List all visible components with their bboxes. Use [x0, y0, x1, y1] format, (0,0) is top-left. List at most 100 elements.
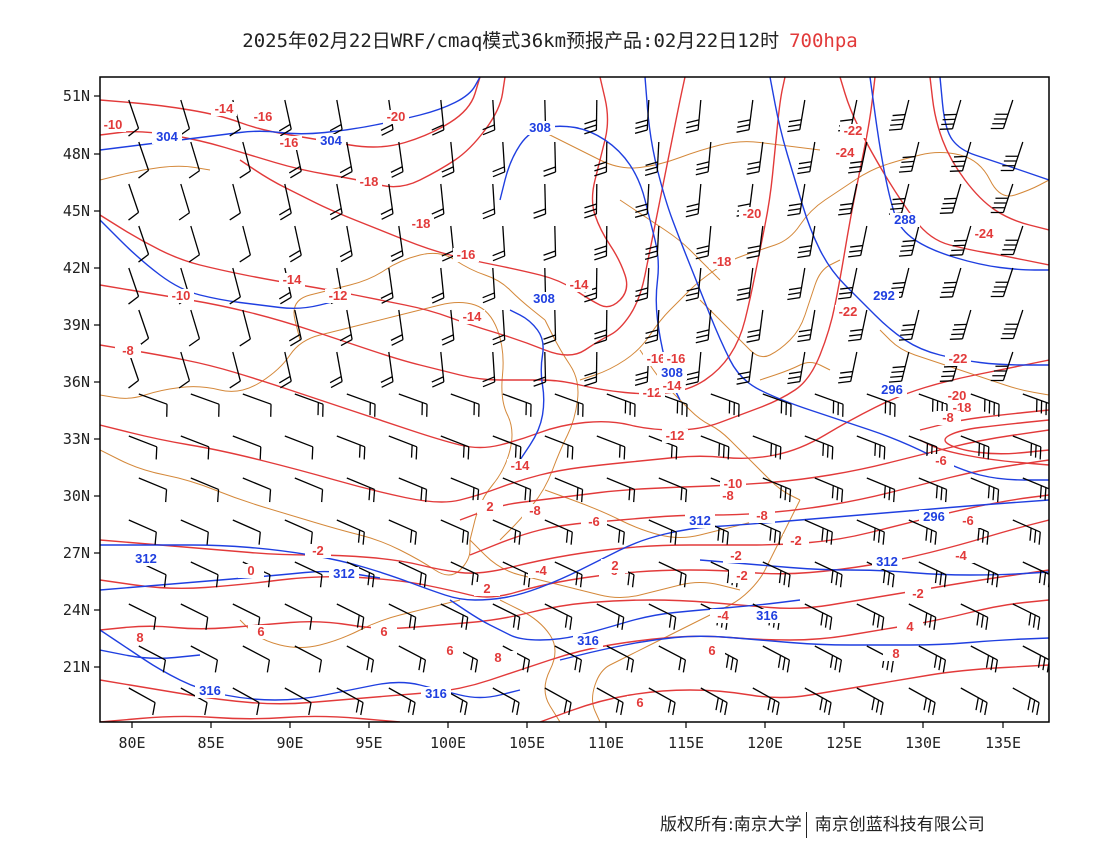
isoheight-line	[699, 559, 1049, 576]
wind-barb	[1022, 645, 1049, 673]
wind-barb	[594, 141, 608, 177]
isotherm-label: -8	[722, 488, 734, 503]
y-tick-label: 45N	[63, 202, 90, 220]
isoheight-line	[100, 629, 521, 701]
isotherm-label-bg	[238, 564, 264, 578]
wind-barb	[960, 687, 988, 716]
wind-barb	[866, 393, 896, 417]
wind-barb	[762, 561, 791, 588]
isotherm-label-bg	[729, 569, 755, 583]
wind-barb	[128, 687, 156, 716]
isotherm-label-bg	[279, 273, 305, 287]
isotherm-label-bg	[928, 454, 954, 468]
wind-barb	[380, 183, 394, 220]
isotherm-label: -20	[387, 109, 406, 124]
wind-barb	[990, 351, 1014, 382]
isotherm-label-bg	[749, 509, 775, 523]
isotherm-label-bg	[115, 344, 141, 358]
wind-barb	[346, 393, 376, 417]
wind-barb	[544, 687, 572, 716]
wind-barb	[339, 141, 353, 179]
pressure-level: 700hpa	[789, 30, 858, 52]
isoheight-line	[100, 499, 1049, 601]
wind-barb	[990, 183, 1014, 214]
isotherm-label-bg	[699, 644, 725, 658]
wind-barb	[898, 141, 920, 173]
map-frame	[99, 76, 1050, 723]
wind-barb	[336, 687, 364, 716]
boundary-line	[499, 599, 561, 722]
wind-barb	[856, 687, 884, 716]
isotherm-label: -12	[666, 428, 685, 443]
x-tick-label: 110E	[588, 734, 624, 752]
wind-barb	[329, 99, 343, 137]
isotherm-label: -20	[743, 206, 762, 221]
wind-barb	[685, 99, 702, 134]
wind-barb	[278, 99, 292, 137]
height-label-bg	[131, 552, 161, 566]
height-label-bg	[657, 366, 687, 380]
isotherm-label-bg	[485, 651, 511, 665]
wind-barb	[1022, 477, 1049, 501]
isotherm-label: -16	[254, 109, 273, 124]
wind-barb	[329, 183, 343, 221]
wind-barb	[658, 561, 687, 588]
wind-barb	[398, 477, 428, 503]
boundary-line	[579, 152, 1049, 381]
isotherm-label-bg	[566, 278, 592, 292]
isotherm-label: 6	[446, 643, 453, 658]
wind-barb	[128, 267, 140, 305]
wind-barb	[1012, 687, 1040, 716]
isotherm-label: -6	[962, 513, 974, 528]
wind-barb	[970, 645, 999, 673]
isotherm-line	[929, 77, 1049, 231]
height-label: 296	[923, 509, 945, 524]
wind-barb	[648, 519, 677, 545]
isotherm-label-bg	[305, 544, 331, 558]
isotherm-line	[100, 359, 1049, 503]
wind-barb	[814, 477, 844, 503]
x-tick-label: 130E	[905, 734, 941, 752]
height-label-bg	[329, 567, 359, 581]
height-label: 296	[881, 382, 903, 397]
wind-barb	[284, 603, 313, 630]
isoheight-line	[939, 77, 1049, 181]
wind-barb	[898, 225, 920, 257]
x-tick-label: 105E	[509, 734, 545, 752]
wind-barb	[482, 99, 496, 136]
isotherm-label-bg	[168, 289, 194, 303]
wind-barb	[533, 351, 547, 387]
isotherm-label-bg	[835, 305, 861, 319]
copyright-left: 版权所有:南京大学	[660, 815, 802, 835]
height-label: 312	[333, 566, 355, 581]
wind-barb	[1000, 309, 1024, 340]
wind-barb	[284, 687, 312, 716]
wind-barb	[502, 393, 532, 417]
wind-barb	[762, 645, 791, 673]
wind-barb	[700, 687, 728, 716]
wind-barb	[440, 435, 470, 460]
wind-barb	[502, 477, 532, 503]
wind-barb	[939, 183, 962, 214]
isotherm-label: -18	[412, 216, 431, 231]
isotherm-line	[100, 519, 1049, 598]
isotherm-line	[100, 77, 786, 395]
isotherm-label: -6	[588, 514, 600, 529]
wind-barb	[288, 309, 302, 347]
isotherm-label: 6	[708, 643, 715, 658]
temperature-labels: -10-14-16-16-20-18-18-16-14-10 -12-14-14-…	[100, 101, 997, 710]
y-tick-label: 21N	[63, 658, 90, 676]
x-tick-label: 85E	[197, 734, 224, 752]
isotherm-label-bg	[453, 248, 479, 262]
wind-barb	[700, 435, 730, 460]
height-label-bg	[525, 121, 555, 135]
isoheight-line	[449, 599, 801, 641]
plot-area: -10-14-16-16-20-18-18-16-14-10 -12-14-14-…	[100, 77, 1049, 722]
height-label: 312	[876, 554, 898, 569]
isotherm-label-bg	[715, 489, 741, 503]
wind-barb	[554, 393, 584, 417]
wind-barb	[939, 99, 962, 130]
wind-barb	[736, 267, 754, 301]
isotherm-label: 4	[906, 619, 914, 634]
isotherm-label: -18	[713, 254, 732, 269]
